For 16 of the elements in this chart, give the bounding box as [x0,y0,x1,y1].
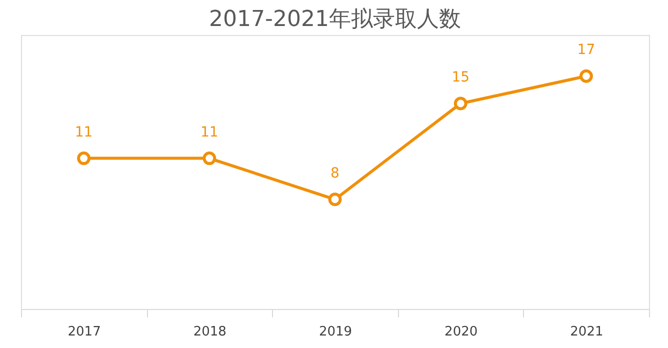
point [77,152,91,166]
x-tick-label: 2018 [193,324,226,340]
x-tick-label: 2020 [444,324,478,340]
data-label: 11 [200,124,218,140]
data-label: 15 [452,70,470,86]
x-tick-label: 2021 [570,324,604,340]
point [454,96,468,110]
point [202,152,216,166]
x-tick-label: 2017 [68,324,101,340]
chart-title: 2017-2021年拟录取人数 [209,7,461,32]
data-label: 8 [330,165,340,182]
x-tick-label: 2019 [318,324,352,340]
point [579,69,593,83]
data-label: 17 [577,42,596,58]
data-label: 11 [74,124,93,140]
point [328,192,342,206]
